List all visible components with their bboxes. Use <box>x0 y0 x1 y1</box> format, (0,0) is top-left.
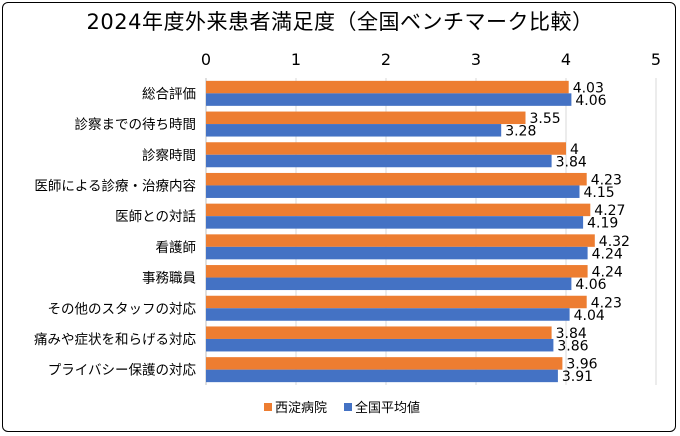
data-label: 3.55 <box>530 111 561 127</box>
bar-hospital <box>206 357 563 370</box>
data-label: 4.19 <box>587 216 618 232</box>
bar-hospital <box>206 265 588 278</box>
data-label: 4.04 <box>574 308 605 324</box>
data-label: 3.84 <box>556 326 587 342</box>
data-label: 4.06 <box>575 277 606 293</box>
x-axis-ticks: 0 1 2 3 4 5 <box>201 50 661 69</box>
data-label: 3.91 <box>562 369 593 385</box>
bar-hospital <box>206 326 552 339</box>
data-label: 4.23 <box>591 295 622 311</box>
data-label: 4.27 <box>594 203 625 219</box>
data-label: 4.24 <box>592 246 623 262</box>
bar-hospital <box>206 295 587 309</box>
category-label: 総合評価 <box>142 86 196 102</box>
x-tick-label: 4 <box>561 50 571 69</box>
data-label: 4 <box>570 142 579 158</box>
category-label: 事務職員 <box>142 271 196 287</box>
x-tick-label: 0 <box>201 50 211 69</box>
data-label: 4.06 <box>575 93 606 109</box>
category-label: 診察時間 <box>142 147 196 164</box>
category-label: 診察までの待ち時間 <box>75 116 197 133</box>
bar-national <box>206 246 588 260</box>
legend-label: 全国平均値 <box>355 400 420 416</box>
bar-hospital <box>206 172 587 186</box>
x-tick-label: 5 <box>651 50 661 69</box>
bar-national <box>206 93 572 106</box>
data-label: 4.03 <box>573 80 604 96</box>
bar-hospital <box>206 142 566 155</box>
bars <box>206 80 595 383</box>
bar-hospital <box>206 203 591 217</box>
category-label: 医師との対話 <box>115 208 196 225</box>
bar-hospital <box>206 111 526 125</box>
category-label: その他のスタッフの対応 <box>48 301 197 317</box>
data-label: 3.86 <box>557 338 588 354</box>
data-label: 3.28 <box>505 124 536 140</box>
data-labels: 4.034.063.553.2843.844.234.154.274.194.3… <box>505 80 630 385</box>
data-label: 3.84 <box>556 154 587 170</box>
category-labels: 総合評価診察までの待ち時間診察時間医師による診療・治療内容医師との対話看護師事務… <box>34 86 196 378</box>
data-label: 4.32 <box>599 234 630 250</box>
bar-national <box>206 216 584 229</box>
category-label: 医師による診療・治療内容 <box>34 177 196 194</box>
chart-title: 2024年度外来患者満足度（全国ベンチマーク比較） <box>86 10 594 34</box>
legend-label: 西淀病院 <box>275 401 327 416</box>
x-tick-label: 3 <box>471 50 481 69</box>
category-label: 看護師 <box>156 240 197 256</box>
x-tick-label: 1 <box>291 50 301 69</box>
category-label: プライバシー保護の対応 <box>48 363 197 379</box>
bar-national <box>206 369 558 383</box>
category-label: 痛みや症状を和らげる対応 <box>34 331 196 348</box>
bar-national <box>206 185 580 198</box>
legend-swatch <box>264 403 272 411</box>
legend-swatch <box>344 403 352 411</box>
bar-hospital <box>206 234 595 247</box>
data-label: 4.24 <box>592 265 623 281</box>
bar-national <box>206 338 554 352</box>
bar-national <box>206 277 572 291</box>
data-label: 4.23 <box>591 172 622 188</box>
bar-national <box>206 154 552 168</box>
legend: 西淀病院 全国平均値 <box>264 400 420 416</box>
bar-national <box>206 124 502 137</box>
bar-hospital <box>206 80 569 94</box>
bar-national <box>206 308 570 321</box>
data-label: 4.15 <box>584 185 615 201</box>
data-label: 3.96 <box>566 357 597 373</box>
x-tick-label: 2 <box>381 50 391 69</box>
